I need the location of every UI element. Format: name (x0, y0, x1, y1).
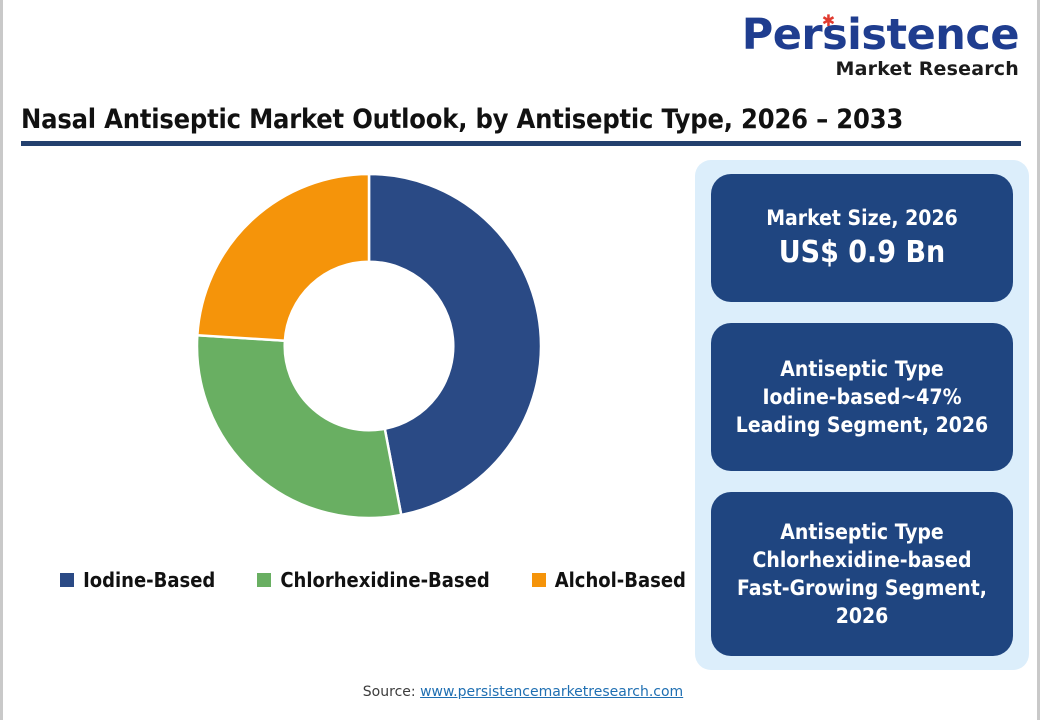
legend-label: Alchol-Based (554, 568, 686, 592)
donut-slice (196, 172, 371, 343)
page-title: Nasal Antiseptic Market Outlook, by Anti… (21, 104, 904, 135)
title-underline (21, 141, 1021, 146)
fast-growing-line4: 2026 (835, 604, 889, 629)
legend-item[interactable]: Alchol-Based (531, 568, 686, 592)
market-size-value: US$ 0.9 Bn (778, 235, 946, 271)
logo-brand-label: Persistence (741, 10, 1020, 60)
stat-card-leading-segment: Antiseptic Type Iodine-based~47% Leading… (711, 323, 1013, 471)
leading-segment-line3: Leading Segment, 2026 (735, 413, 989, 438)
donut-slice (367, 172, 543, 517)
stat-card-fast-growing-segment: Antiseptic Type Chlorhexidine-based Fast… (711, 492, 1013, 656)
legend-label: Chlorhexidine-Based (280, 568, 490, 592)
source-url-link[interactable]: www.persistencemarketresearch.com (420, 684, 684, 700)
title-block: Nasal Antiseptic Market Outlook, by Anti… (21, 104, 1021, 146)
legend-item[interactable]: Chlorhexidine-Based (257, 568, 490, 592)
legend-item[interactable]: Iodine-Based (60, 568, 215, 592)
fast-growing-line2: Chlorhexidine-based (752, 547, 972, 572)
source-line: Source: www.persistencemarketresearch.co… (3, 684, 1040, 700)
leading-segment-line1: Antiseptic Type (780, 356, 944, 381)
legend-label: Iodine-Based (83, 568, 216, 592)
donut-chart (193, 170, 545, 522)
donut-chart-svg (195, 172, 543, 520)
leading-segment-line2: Iodine-based~47% (762, 384, 962, 409)
company-logo: Persistence ✱ Market Research (742, 11, 1020, 80)
stat-card-market-size: Market Size, 2026 US$ 0.9 Bn (711, 174, 1013, 302)
chart-legend: Iodine-Based Chlorhexidine-Based Alchol-Ba… (53, 568, 693, 592)
logo-brand-text: Persistence ✱ (742, 11, 1020, 57)
donut-slice (195, 333, 403, 520)
chart-area: Iodine-Based Chlorhexidine-Based Alchol-Ba… (13, 160, 686, 620)
asterisk-dot-icon: ✱ (821, 11, 835, 30)
legend-swatch-icon (60, 573, 75, 587)
market-size-label: Market Size, 2026 (766, 206, 958, 231)
logo-tagline: Market Research (835, 58, 1019, 80)
source-prefix: Source: (362, 684, 421, 700)
fast-growing-line1: Antiseptic Type (780, 519, 944, 544)
legend-swatch-icon (257, 573, 272, 587)
donut-slices (195, 172, 543, 520)
legend-swatch-icon (531, 573, 546, 587)
fast-growing-line3: Fast-Growing Segment, (737, 576, 987, 600)
stats-panel: Market Size, 2026 US$ 0.9 Bn Antiseptic … (695, 160, 1029, 670)
